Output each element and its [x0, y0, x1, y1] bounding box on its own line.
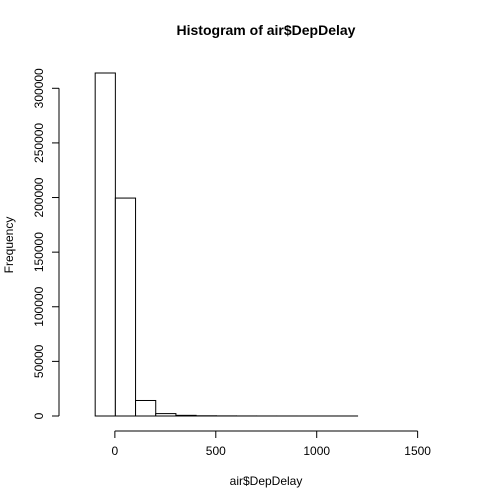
x-tick-label: 0 [112, 444, 119, 458]
x-tick-label: 1500 [404, 444, 431, 458]
y-axis: 0 50000 100000 150000 200000 250000 300000 [32, 68, 60, 419]
y-tick-label: 200000 [32, 177, 46, 217]
y-tick-label: 150000 [32, 232, 46, 272]
histogram-bar [155, 413, 177, 417]
y-tick-label: 300000 [32, 68, 46, 108]
chart-title: Histogram of air$DepDelay [177, 22, 356, 38]
histogram-bar [114, 197, 137, 417]
y-tick-label: 100000 [32, 286, 46, 326]
x-tick-label: 500 [206, 444, 226, 458]
y-axis-label: Frequency [2, 217, 16, 274]
y-tick-label: 0 [32, 412, 46, 419]
histogram-bar [175, 414, 197, 417]
x-tick-label: 1000 [303, 444, 330, 458]
y-tick-label: 250000 [32, 123, 46, 163]
histogram-bar [135, 399, 157, 417]
x-axis-label: air$DepDelay [230, 474, 303, 488]
x-axis: 0 500 1000 1500 [112, 430, 431, 458]
y-tick-label: 50000 [32, 344, 46, 378]
histogram-bar [94, 72, 116, 417]
bars-group [94, 72, 359, 417]
